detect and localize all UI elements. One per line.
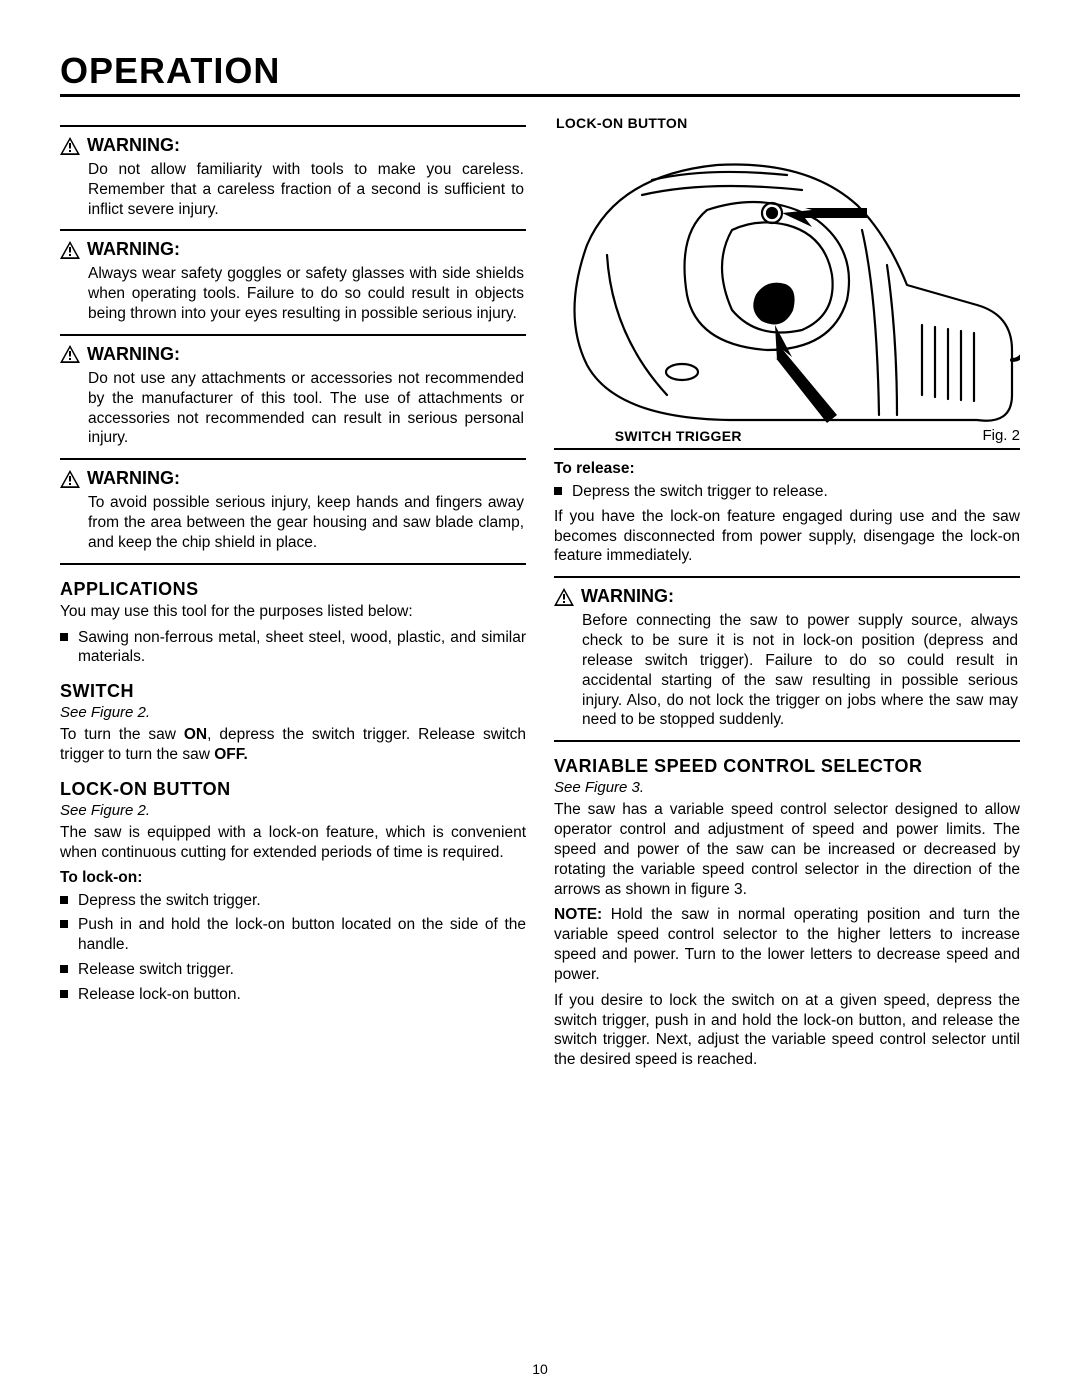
warning-body: Do not use any attachments or accessorie… <box>60 369 526 448</box>
on-label: ON <box>184 726 207 743</box>
divider <box>60 125 526 127</box>
warning-body: Do not allow familiarity with tools to m… <box>60 160 526 219</box>
applications-intro: You may use this tool for the purposes l… <box>60 602 526 622</box>
applications-heading: APPLICATIONS <box>60 579 526 600</box>
divider <box>60 458 526 460</box>
lockon-heading: LOCK-ON BUTTON <box>60 779 526 800</box>
figure-bottom-label: SWITCH TRIGGER <box>615 428 742 444</box>
list-item: Push in and hold the lock-on button loca… <box>60 915 526 955</box>
warning-body: Always wear safety goggles or safety gla… <box>60 264 526 323</box>
warning-label: WARNING: <box>87 468 180 489</box>
note-label: NOTE: <box>554 906 602 923</box>
off-label: OFF. <box>214 746 248 763</box>
tool-illustration <box>554 135 1020 425</box>
figure-2: LOCK-ON BUTTON <box>554 115 1020 450</box>
divider <box>60 229 526 231</box>
right-column: LOCK-ON BUTTON <box>554 115 1020 1076</box>
divider <box>60 563 526 565</box>
warning-icon <box>60 137 80 155</box>
warning-heading: WARNING: <box>60 135 526 156</box>
warning-icon <box>554 588 574 606</box>
note-body: Hold the saw in normal operating positio… <box>554 906 1020 982</box>
to-release-label: To release: <box>554 460 1020 478</box>
warning-heading: WARNING: <box>60 344 526 365</box>
content-columns: WARNING: Do not allow familiarity with t… <box>60 115 1020 1076</box>
variable-speed-heading: VARIABLE SPEED CONTROL SELECTOR <box>554 756 1020 777</box>
warning-label: WARNING: <box>581 586 674 607</box>
warning-icon <box>60 345 80 363</box>
page-title: OPERATION <box>60 50 1020 97</box>
list-item: Depress the switch trigger to release. <box>554 482 1020 502</box>
lockon-steps: Depress the switch trigger. Push in and … <box>60 891 526 1005</box>
figure-caption: Fig. 2 <box>982 427 1020 444</box>
list-item: Release lock-on button. <box>60 985 526 1005</box>
list-item: Sawing non-ferrous metal, sheet steel, w… <box>60 628 526 668</box>
warning-heading: WARNING: <box>554 586 1020 607</box>
warning-label: WARNING: <box>87 239 180 260</box>
lockon-intro: The saw is equipped with a lock-on featu… <box>60 823 526 863</box>
warning-label: WARNING: <box>87 344 180 365</box>
release-list: Depress the switch trigger to release. <box>554 482 1020 502</box>
list-item: Depress the switch trigger. <box>60 891 526 911</box>
warning-heading: WARNING: <box>60 239 526 260</box>
switch-body: To turn the saw ON, depress the switch t… <box>60 725 526 765</box>
warning-heading: WARNING: <box>60 468 526 489</box>
switch-heading: SWITCH <box>60 681 526 702</box>
see-figure-ref: See Figure 2. <box>60 704 526 721</box>
variable-speed-p1: The saw has a variable speed control sel… <box>554 800 1020 899</box>
text: To turn the saw <box>60 726 184 743</box>
warning-icon <box>60 241 80 259</box>
warning-body: To avoid possible serious injury, keep h… <box>60 493 526 552</box>
see-figure-ref: See Figure 3. <box>554 779 1020 796</box>
warning-label: WARNING: <box>87 135 180 156</box>
to-lock-on-label: To lock-on: <box>60 869 526 887</box>
warning-body: Before connecting the saw to power suppl… <box>554 611 1020 730</box>
figure-top-label: LOCK-ON BUTTON <box>556 115 1020 131</box>
list-item: Release switch trigger. <box>60 960 526 980</box>
see-figure-ref: See Figure 2. <box>60 802 526 819</box>
warning-icon <box>60 470 80 488</box>
release-after: If you have the lock-on feature engaged … <box>554 507 1020 566</box>
left-column: WARNING: Do not allow familiarity with t… <box>60 115 526 1076</box>
divider <box>554 576 1020 578</box>
applications-list: Sawing non-ferrous metal, sheet steel, w… <box>60 628 526 668</box>
divider <box>554 740 1020 742</box>
variable-speed-note: NOTE: Hold the saw in normal operating p… <box>554 905 1020 984</box>
page-number: 10 <box>0 1361 1080 1377</box>
divider <box>60 334 526 336</box>
variable-speed-p2: If you desire to lock the switch on at a… <box>554 991 1020 1070</box>
